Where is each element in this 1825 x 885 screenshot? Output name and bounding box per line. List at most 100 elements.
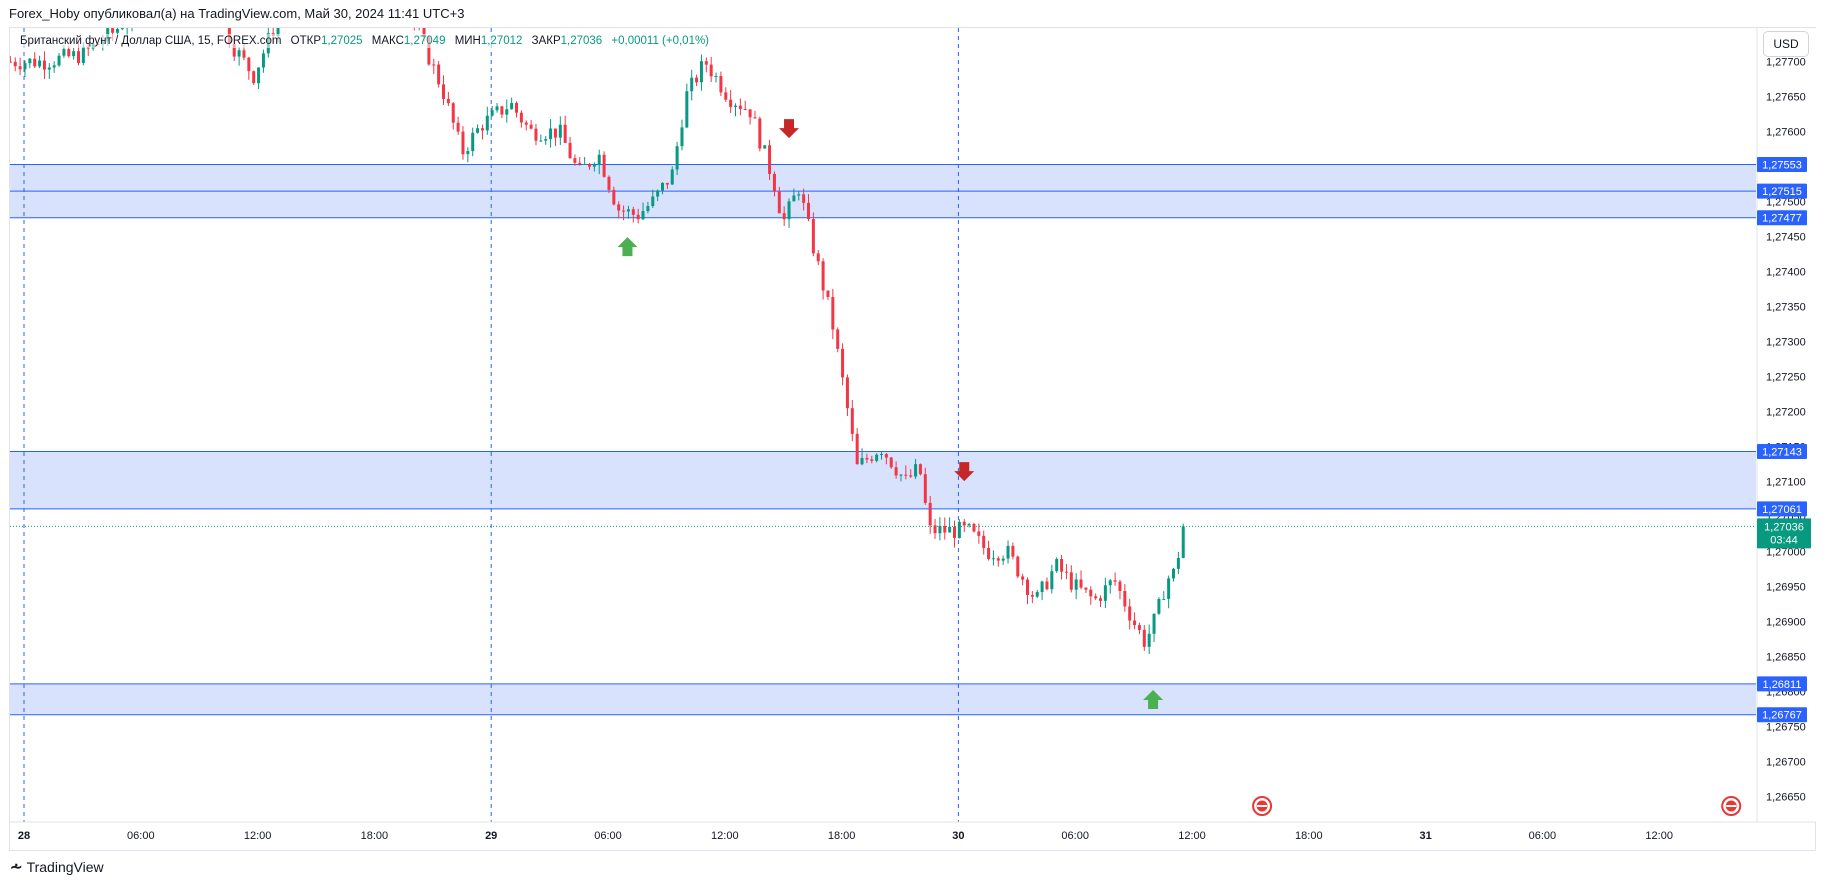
candle-body[interactable] xyxy=(646,206,650,212)
candle-body[interactable] xyxy=(422,27,426,38)
candle-body[interactable] xyxy=(456,122,460,132)
candle-body[interactable] xyxy=(982,535,986,548)
candle-body[interactable] xyxy=(607,176,611,190)
candle-body[interactable] xyxy=(169,6,172,7)
candle-body[interactable] xyxy=(622,210,626,212)
candle-body[interactable] xyxy=(42,60,46,70)
candle-body[interactable] xyxy=(1006,545,1010,559)
candle-body[interactable] xyxy=(729,99,733,107)
candle-body[interactable] xyxy=(145,11,148,14)
candle-body[interactable] xyxy=(1026,579,1030,595)
candle-body[interactable] xyxy=(135,5,138,6)
candle-body[interactable] xyxy=(1147,633,1151,647)
candle-body[interactable] xyxy=(1103,585,1107,601)
candle-body[interactable] xyxy=(1108,580,1112,586)
candle-body[interactable] xyxy=(257,67,261,84)
candle-body[interactable] xyxy=(772,173,776,192)
candle-body[interactable] xyxy=(860,457,864,465)
candle-body[interactable] xyxy=(451,103,455,123)
candle-body[interactable] xyxy=(232,43,236,57)
candle-body[interactable] xyxy=(252,71,256,84)
candle-body[interactable] xyxy=(23,63,27,70)
candle-body[interactable] xyxy=(836,329,840,349)
candle-body[interactable] xyxy=(1162,598,1166,600)
candle-body[interactable] xyxy=(782,213,786,220)
candle-body[interactable] xyxy=(855,433,859,465)
candle-body[interactable] xyxy=(150,1,153,11)
candle-body[interactable] xyxy=(529,124,533,129)
candle-body[interactable] xyxy=(519,112,523,123)
candle-body[interactable] xyxy=(1069,572,1073,590)
candle-body[interactable] xyxy=(568,142,572,159)
candle-body[interactable] xyxy=(510,102,514,110)
candle-body[interactable] xyxy=(199,0,202,6)
candle-body[interactable] xyxy=(505,109,509,115)
candle-body[interactable] xyxy=(962,521,966,526)
candle-body[interactable] xyxy=(1181,526,1185,558)
candle-body[interactable] xyxy=(578,162,582,165)
candle-body[interactable] xyxy=(1157,598,1161,614)
candle-body[interactable] xyxy=(918,464,922,475)
candle-body[interactable] xyxy=(534,128,538,141)
candle-body[interactable] xyxy=(651,196,655,207)
candle-body[interactable] xyxy=(719,75,723,93)
candle-body[interactable] xyxy=(515,102,519,113)
candle-body[interactable] xyxy=(612,189,616,205)
candle-body[interactable] xyxy=(1152,613,1156,634)
symbol-title[interactable]: Британский фунт / Доллар США, 15, FOREX.… xyxy=(20,35,282,47)
candle-body[interactable] xyxy=(787,201,791,220)
candle-body[interactable] xyxy=(987,547,991,559)
candle-body[interactable] xyxy=(286,10,289,14)
candle-body[interactable] xyxy=(792,195,796,202)
candle-body[interactable] xyxy=(160,7,163,15)
candle-body[interactable] xyxy=(636,214,640,220)
candle-body[interactable] xyxy=(1060,558,1064,572)
candle-body[interactable] xyxy=(641,211,645,220)
candle-body[interactable] xyxy=(476,128,480,133)
candle-body[interactable] xyxy=(1016,556,1020,577)
candle-body[interactable] xyxy=(67,49,71,57)
candle-body[interactable] xyxy=(875,454,879,461)
candle-body[interactable] xyxy=(943,526,947,533)
candle-body[interactable] xyxy=(758,118,762,149)
candle-body[interactable] xyxy=(47,67,51,70)
candle-body[interactable] xyxy=(13,61,17,67)
candle-body[interactable] xyxy=(1011,545,1015,557)
candle-body[interactable] xyxy=(174,0,177,6)
candle-body[interactable] xyxy=(1030,594,1034,597)
candle-body[interactable] xyxy=(1099,598,1103,601)
candle-body[interactable] xyxy=(617,204,621,211)
candle-body[interactable] xyxy=(972,524,976,532)
candle-body[interactable] xyxy=(495,106,499,111)
candle-body[interactable] xyxy=(408,14,411,18)
candle-body[interactable] xyxy=(709,64,713,77)
candle-body[interactable] xyxy=(500,106,504,115)
candle-body[interactable] xyxy=(115,28,119,33)
candle-body[interactable] xyxy=(889,457,893,468)
candle-body[interactable] xyxy=(661,182,665,191)
candle-body[interactable] xyxy=(111,28,115,33)
candle-body[interactable] xyxy=(442,84,446,99)
candle-body[interactable] xyxy=(81,46,85,63)
candle-body[interactable] xyxy=(704,61,708,65)
candle-body[interactable] xyxy=(28,58,32,64)
candle-body[interactable] xyxy=(1167,578,1171,599)
candle-body[interactable] xyxy=(1176,557,1180,569)
candle-body[interactable] xyxy=(1079,579,1083,588)
candle-body[interactable] xyxy=(690,77,694,92)
candle-body[interactable] xyxy=(592,164,596,167)
candle-body[interactable] xyxy=(884,453,888,458)
candle-body[interactable] xyxy=(427,37,431,65)
candle-body[interactable] xyxy=(996,558,1000,561)
zone-rect-2[interactable] xyxy=(10,683,1756,715)
candle-body[interactable] xyxy=(685,91,689,128)
candle-body[interactable] xyxy=(821,261,825,291)
candle-body[interactable] xyxy=(553,128,557,138)
candle-body[interactable] xyxy=(223,22,226,24)
candle-body[interactable] xyxy=(670,169,674,185)
candle-body[interactable] xyxy=(831,297,835,330)
candle-body[interactable] xyxy=(140,5,143,14)
candle-body[interactable] xyxy=(602,154,606,177)
candle-body[interactable] xyxy=(1074,579,1078,590)
